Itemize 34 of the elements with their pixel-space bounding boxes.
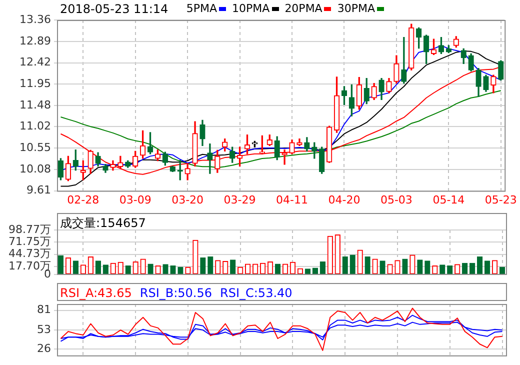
chart-title: 2018-05-23 11:14 [60,2,168,16]
legend-label: 5PMA [186,2,218,15]
y-tick-label: 11.02 [20,119,51,132]
x-tick-label: 02-28 [67,193,100,206]
y-tick-label: 12.42 [20,56,51,69]
y-tick-label: 44.73万 [8,247,51,260]
y-tick-label: 9.61 [26,184,51,197]
x-tick-label: 03-29 [224,193,256,206]
annotation: 成交量:154657 [60,216,146,230]
y-tick-label: 98.77万 [8,222,51,236]
y-tick-label: 10.55 [20,140,51,154]
y-tick-label: 81 [37,303,51,316]
text: RSI_C:53.40 [220,286,292,300]
y-tick-label: 13.36 [20,12,51,26]
x-tick-label: 04-11 [276,193,308,206]
y-tick-label: 71.75万 [8,235,51,248]
legend-label: 10PMA [232,2,270,15]
x-tick-label: 05-14 [432,193,465,206]
x-tick-label: 03-09 [119,193,152,206]
legend-label: 20PMA [284,2,322,15]
legend-label: 30PMA [337,2,375,15]
y-tick-label: 11.95 [20,77,51,90]
y-tick-label: 10.08 [20,162,51,176]
y-tick-label: 17.70万 [8,259,51,272]
x-tick-label: 03-20 [172,193,204,206]
y-tick-label: 26 [37,342,51,355]
x-tick-label: 05-03 [380,193,412,206]
text: RSI_B:50.56 [140,286,212,300]
y-tick-label: 11.48 [20,98,51,112]
text: RSI_A:43.65 [60,286,132,300]
x-tick-label: 04-20 [328,193,360,206]
x-tick-label: 05-23 [484,193,517,206]
y-tick-label: 53 [37,322,51,336]
y-tick-label: 12.89 [20,34,51,48]
